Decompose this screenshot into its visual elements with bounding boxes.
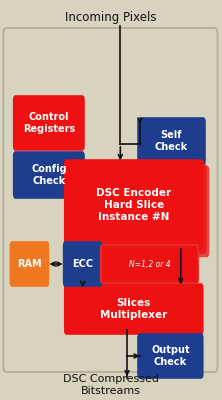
Text: Config
Check: Config Check <box>31 164 67 186</box>
FancyBboxPatch shape <box>3 28 218 372</box>
FancyBboxPatch shape <box>10 241 49 287</box>
FancyBboxPatch shape <box>63 241 103 287</box>
Text: N=1,2 or 4: N=1,2 or 4 <box>129 260 170 268</box>
FancyBboxPatch shape <box>137 333 204 379</box>
FancyBboxPatch shape <box>13 151 85 199</box>
Text: DSC Encoder
Hard Slice
Instance #N: DSC Encoder Hard Slice Instance #N <box>96 188 171 222</box>
FancyBboxPatch shape <box>70 166 209 257</box>
FancyBboxPatch shape <box>67 162 206 254</box>
Text: Output
Check: Output Check <box>151 345 190 367</box>
Text: Incoming Pixels: Incoming Pixels <box>65 12 157 24</box>
FancyBboxPatch shape <box>101 245 198 283</box>
FancyBboxPatch shape <box>13 95 85 151</box>
Text: Slices
Multiplexer: Slices Multiplexer <box>100 298 167 320</box>
FancyBboxPatch shape <box>137 117 206 165</box>
Text: Control
Registers: Control Registers <box>23 112 75 134</box>
Text: DSC Compressed
Bitstreams: DSC Compressed Bitstreams <box>63 374 159 396</box>
FancyBboxPatch shape <box>64 283 204 335</box>
FancyBboxPatch shape <box>64 159 204 251</box>
Text: Self
Check: Self Check <box>155 130 188 152</box>
Text: ECC: ECC <box>72 259 93 269</box>
Text: RAM: RAM <box>17 259 42 269</box>
